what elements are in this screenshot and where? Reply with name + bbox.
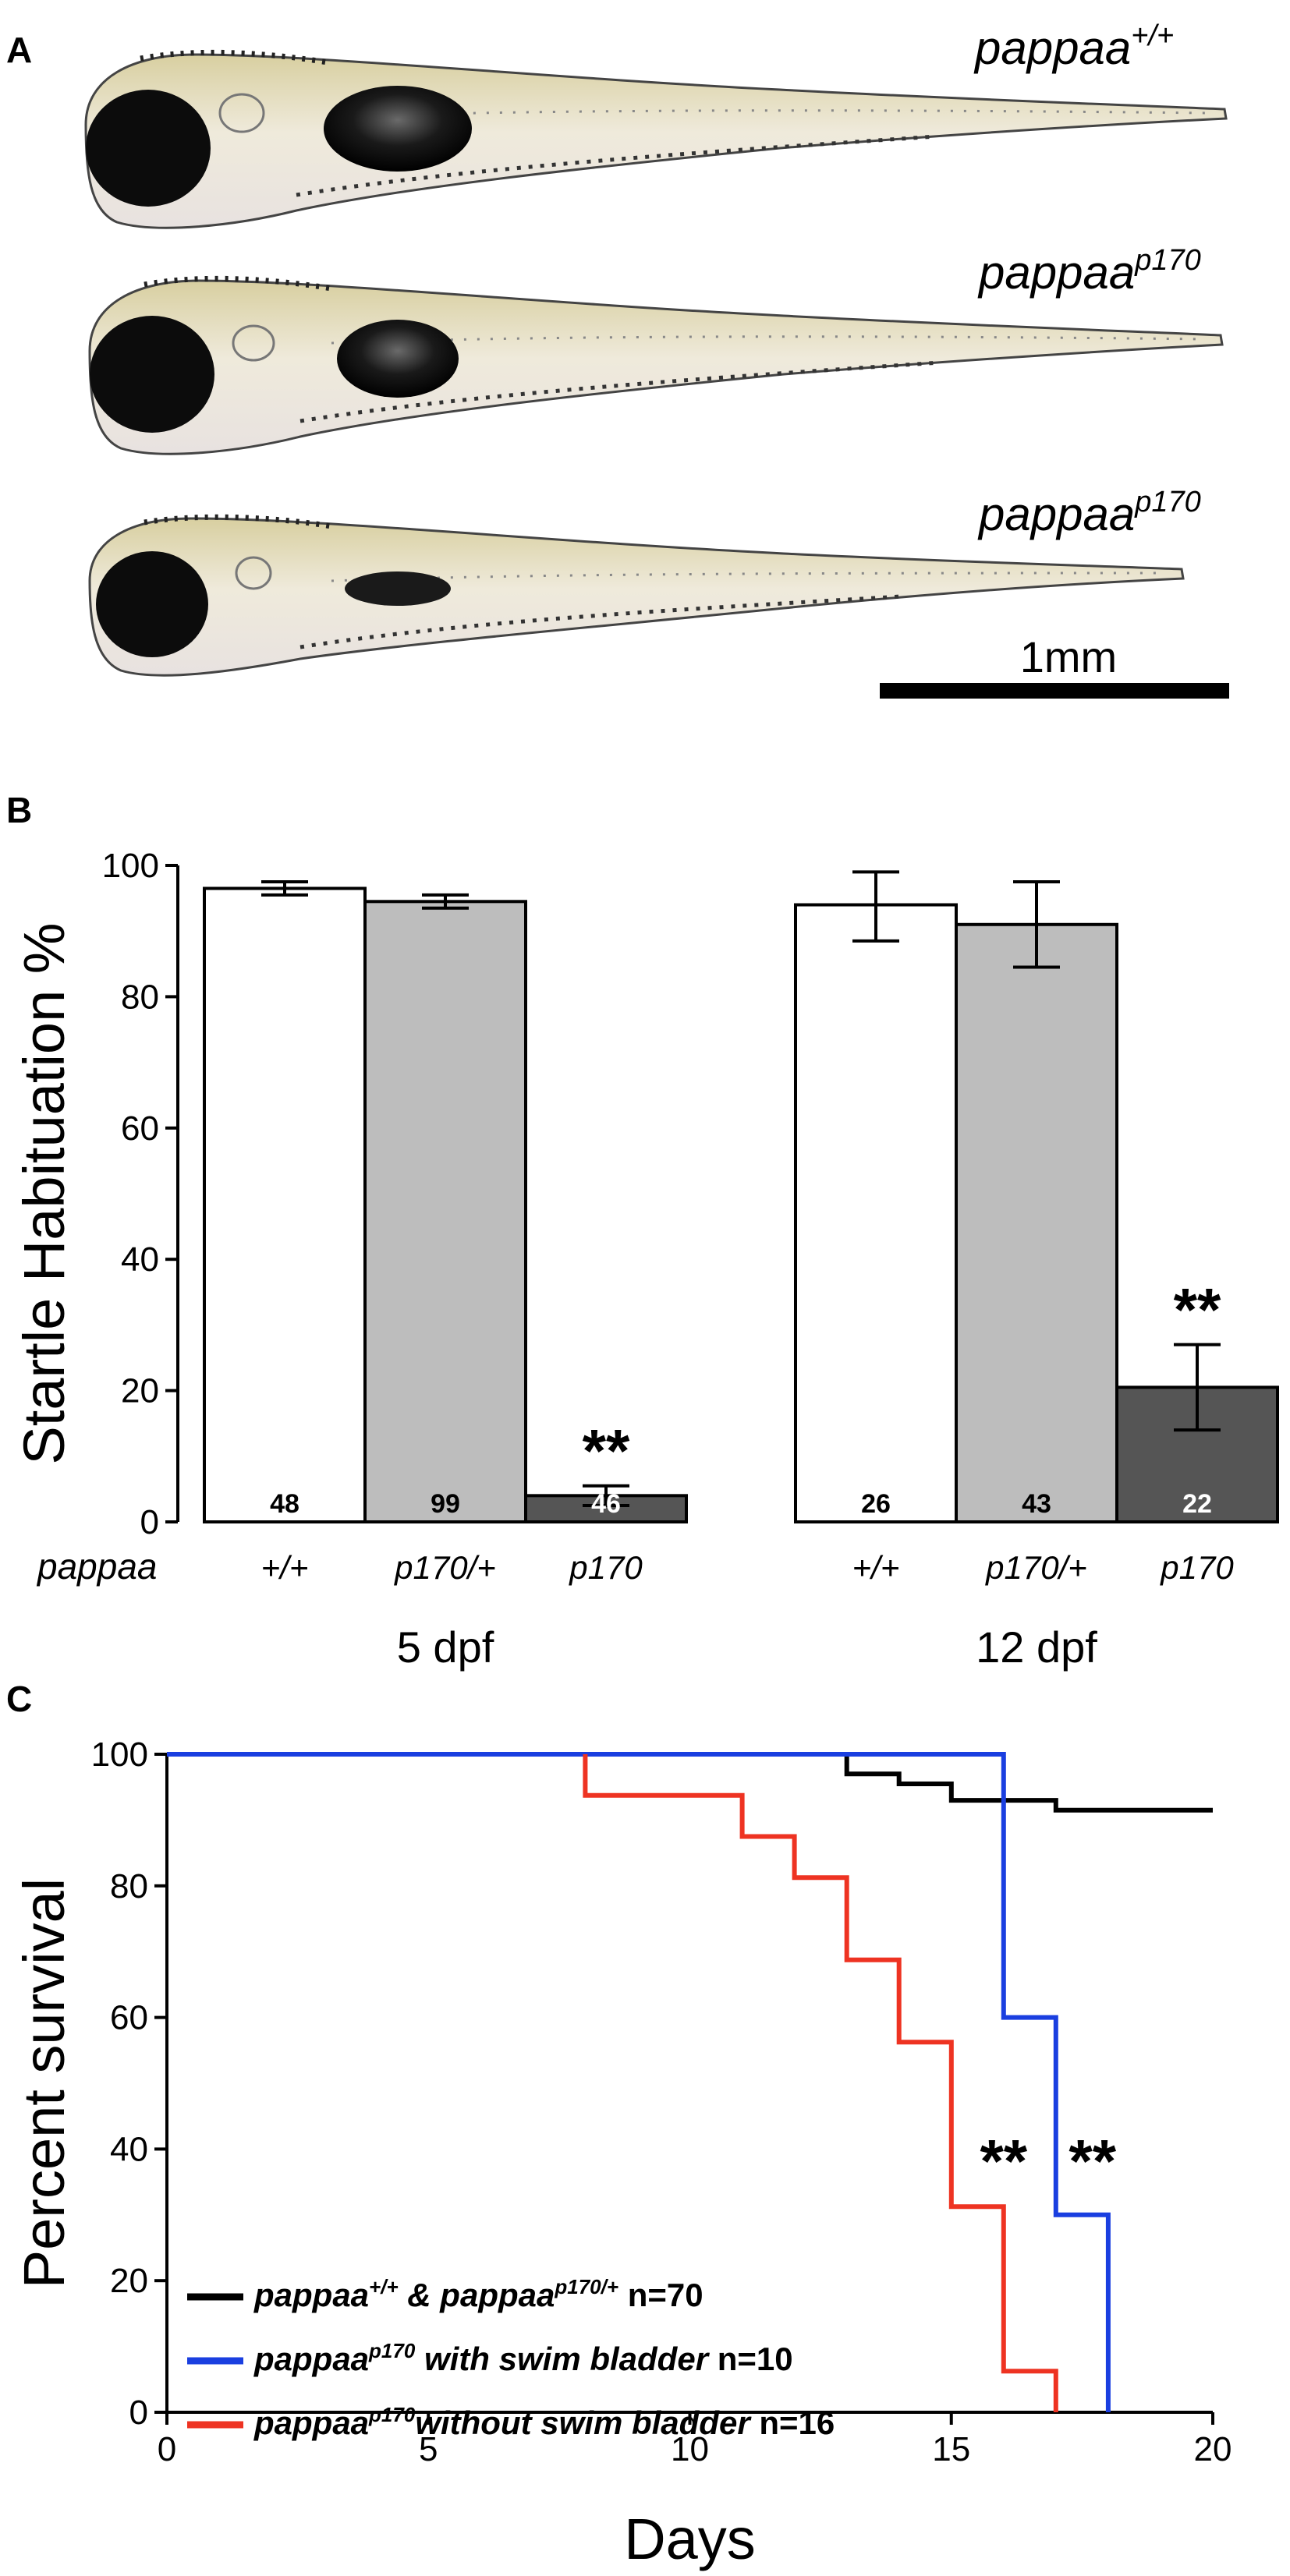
svg-text:pappaap170: pappaap170 bbox=[977, 244, 1201, 299]
sample-size-label: 26 bbox=[861, 1489, 891, 1519]
legend-item: pappaa+/+ & pappaap170/+ n=70 bbox=[187, 2275, 703, 2313]
larva-1-label: pappaa+/+ bbox=[973, 19, 1174, 74]
genotype-label: p170/+ bbox=[984, 1549, 1087, 1586]
y-tick-label: 20 bbox=[121, 1372, 159, 1410]
larva-image bbox=[84, 49, 1228, 229]
x-tick-label: 15 bbox=[932, 2430, 970, 2468]
y-tick-label: 0 bbox=[129, 2394, 148, 2432]
y-tick-label: 0 bbox=[140, 1503, 159, 1541]
x-tick-label: 5 bbox=[419, 2430, 438, 2468]
larva-3-label: pappaap170 bbox=[977, 486, 1201, 540]
scale-bar-label: 1mm bbox=[1020, 632, 1117, 681]
error-bar bbox=[422, 893, 469, 910]
significance-marker: ** bbox=[980, 2126, 1027, 2195]
genotype-label: p170 bbox=[568, 1549, 643, 1586]
significance-marker: ** bbox=[583, 1417, 630, 1485]
genotype-row-label: pappaa bbox=[36, 1546, 158, 1587]
legend-label: pappaap170without swim bladder n=16 bbox=[253, 2403, 835, 2441]
y-tick-label: 60 bbox=[110, 1999, 148, 2037]
bar bbox=[203, 886, 367, 1523]
y-tick-label: 20 bbox=[110, 2262, 148, 2300]
legend-item: pappaap170 with swim bladder n=10 bbox=[187, 2339, 793, 2377]
x-axis-title: Days bbox=[624, 2507, 756, 2571]
panel-a-letter: A bbox=[6, 30, 32, 70]
y-axis-title: Percent survival bbox=[12, 1878, 76, 2288]
bar bbox=[363, 900, 527, 1524]
bar bbox=[794, 903, 958, 1523]
svg-text:pappaap170: pappaap170 bbox=[977, 486, 1201, 540]
group-label: 5 dpf bbox=[397, 1622, 494, 1672]
significance-marker: ** bbox=[1174, 1276, 1221, 1344]
panel-b-bar-chart: B 0 20 40 60 80 100 Startle Habituation % pappa… bbox=[6, 790, 1279, 1672]
panel-c-letter: C bbox=[6, 1679, 32, 1719]
legend-label: pappaa+/+ & pappaap170/+ n=70 bbox=[253, 2275, 703, 2313]
survival-curve bbox=[167, 1752, 1111, 2412]
genotype-label: +/+ bbox=[852, 1549, 900, 1586]
scale-bar bbox=[880, 683, 1229, 699]
bar bbox=[955, 922, 1118, 1523]
panel-b-letter: B bbox=[6, 790, 32, 830]
panel-a: A pappaa+/+ pappaap170 pappaap170 bbox=[6, 19, 1229, 699]
sample-size-label: 46 bbox=[591, 1489, 621, 1519]
y-axis-title: Startle Habituation % bbox=[12, 922, 76, 1464]
legend-label: pappaap170 with swim bladder n=10 bbox=[253, 2339, 793, 2377]
survival-curve bbox=[167, 1752, 1213, 1813]
y-tick-label: 100 bbox=[102, 847, 159, 885]
larva-2-label: pappaap170 bbox=[977, 244, 1201, 299]
group-label: 12 dpf bbox=[976, 1622, 1097, 1672]
significance-marker: ** bbox=[1069, 2126, 1116, 2195]
error-bar bbox=[583, 1484, 629, 1507]
x-tick-label: 20 bbox=[1194, 2430, 1232, 2468]
sample-size-label: 22 bbox=[1182, 1489, 1212, 1519]
error-bar bbox=[852, 870, 899, 943]
y-tick-label: 80 bbox=[121, 978, 159, 1016]
sample-size-label: 48 bbox=[270, 1489, 299, 1519]
error-bar bbox=[1013, 880, 1060, 969]
survival-curve bbox=[583, 1754, 1058, 2412]
genotype-label: p170/+ bbox=[393, 1549, 496, 1586]
larva-image bbox=[88, 514, 1185, 677]
x-tick-label: 10 bbox=[671, 2430, 709, 2468]
y-tick-label: 80 bbox=[110, 1867, 148, 1905]
larva-image bbox=[88, 275, 1224, 455]
y-tick-label: 60 bbox=[121, 1109, 159, 1148]
legend-item: pappaap170without swim bladder n=16 bbox=[187, 2403, 835, 2441]
svg-text:pappaa+/+: pappaa+/+ bbox=[973, 19, 1174, 74]
genotype-label: +/+ bbox=[261, 1549, 309, 1586]
error-bar bbox=[1174, 1343, 1221, 1432]
error-bar bbox=[261, 880, 308, 897]
y-tick-label: 40 bbox=[121, 1240, 159, 1279]
sample-size-label: 99 bbox=[431, 1489, 460, 1519]
x-tick-label: 0 bbox=[158, 2430, 176, 2468]
sample-size-label: 43 bbox=[1022, 1489, 1051, 1519]
y-tick-label: 40 bbox=[110, 2130, 148, 2168]
y-tick-label: 100 bbox=[91, 1736, 148, 1774]
genotype-label: p170 bbox=[1159, 1549, 1234, 1586]
